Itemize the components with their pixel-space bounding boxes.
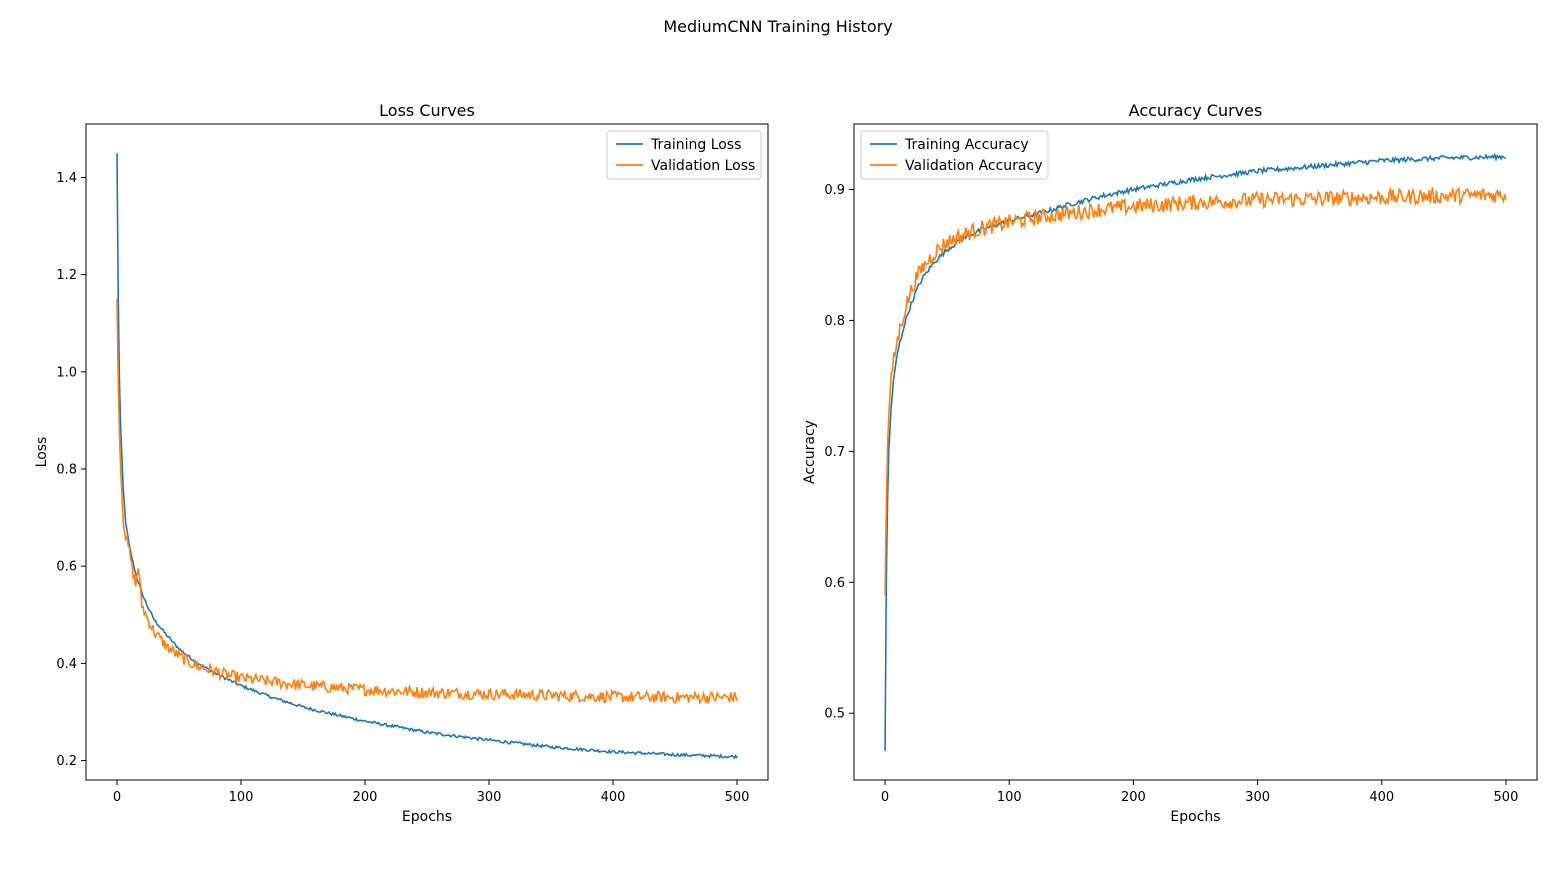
loss-legend-label: Validation Loss <box>651 158 755 174</box>
loss-legend-box <box>606 130 762 180</box>
loss-legend-label: Training Loss <box>650 137 741 153</box>
accuracy-ylabel: Accuracy <box>802 420 818 484</box>
loss-ytick-label: 0.4 <box>56 657 77 672</box>
loss-xtick-label: 300 <box>477 790 502 805</box>
loss-subplot: Loss Curves 0 100 200 300 400 500 0.2 0.4 0.6 0.8 1… <box>34 101 769 825</box>
loss-ytick-label: 0.2 <box>56 754 77 769</box>
accuracy-xlabel: Epochs <box>1170 809 1220 825</box>
accuracy-subplot: Accuracy Curves 0 100 200 300 400 500 0.5 0.6 0.7… <box>802 101 1538 825</box>
accuracy-xtick-label: 500 <box>1494 790 1519 805</box>
loss-xtick-label: 500 <box>725 790 750 805</box>
loss-ytick-label: 0.6 <box>56 560 77 575</box>
loss-xtick-label: 100 <box>229 790 254 805</box>
accuracy-xtick-label: 200 <box>1121 790 1146 805</box>
accuracy-title: Accuracy Curves <box>1129 101 1263 120</box>
loss-series-validation <box>116 298 738 705</box>
accuracy-ytick-label: 0.5 <box>824 707 845 722</box>
figure-suptitle: MediumCNN Training History <box>663 17 892 36</box>
accuracy-axes-frame <box>853 123 1538 781</box>
accuracy-legend-box <box>860 130 1049 180</box>
accuracy-ytick-label: 0.8 <box>824 314 845 329</box>
accuracy-xtick-label: 300 <box>1245 790 1270 805</box>
accuracy-legend-label: Validation Accuracy <box>905 158 1043 174</box>
loss-ytick-label: 1.0 <box>56 365 77 380</box>
subplots: Loss Curves 0 100 200 300 400 500 0.2 0.4 0.6 0.8 1… <box>34 101 1538 825</box>
loss-ytick-label: 1.4 <box>56 171 77 186</box>
loss-ytick-label: 0.8 <box>56 463 77 478</box>
loss-xtick-label: 400 <box>601 790 626 805</box>
accuracy-series-training <box>884 152 1507 752</box>
loss-xlabel: Epochs <box>402 809 452 825</box>
accuracy-series-validation <box>884 185 1507 596</box>
accuracy-ytick-label: 0.6 <box>824 576 845 591</box>
accuracy-ytick-label: 0.7 <box>824 445 845 460</box>
loss-xtick-label: 0 <box>113 790 121 805</box>
loss-legend: Training Loss Validation Loss <box>606 130 762 180</box>
loss-axes-frame <box>85 123 769 781</box>
loss-xtick-label: 200 <box>353 790 378 805</box>
accuracy-ytick-label: 0.9 <box>824 183 845 198</box>
accuracy-legend: Training Accuracy Validation Accuracy <box>860 130 1049 180</box>
accuracy-legend-label: Training Accuracy <box>904 137 1029 153</box>
loss-ylabel: Loss <box>34 437 50 468</box>
accuracy-xtick-label: 0 <box>881 790 889 805</box>
loss-ytick-label: 1.2 <box>56 268 77 283</box>
accuracy-xtick-label: 100 <box>997 790 1022 805</box>
accuracy-xtick-label: 400 <box>1369 790 1394 805</box>
loss-title: Loss Curves <box>379 101 475 120</box>
